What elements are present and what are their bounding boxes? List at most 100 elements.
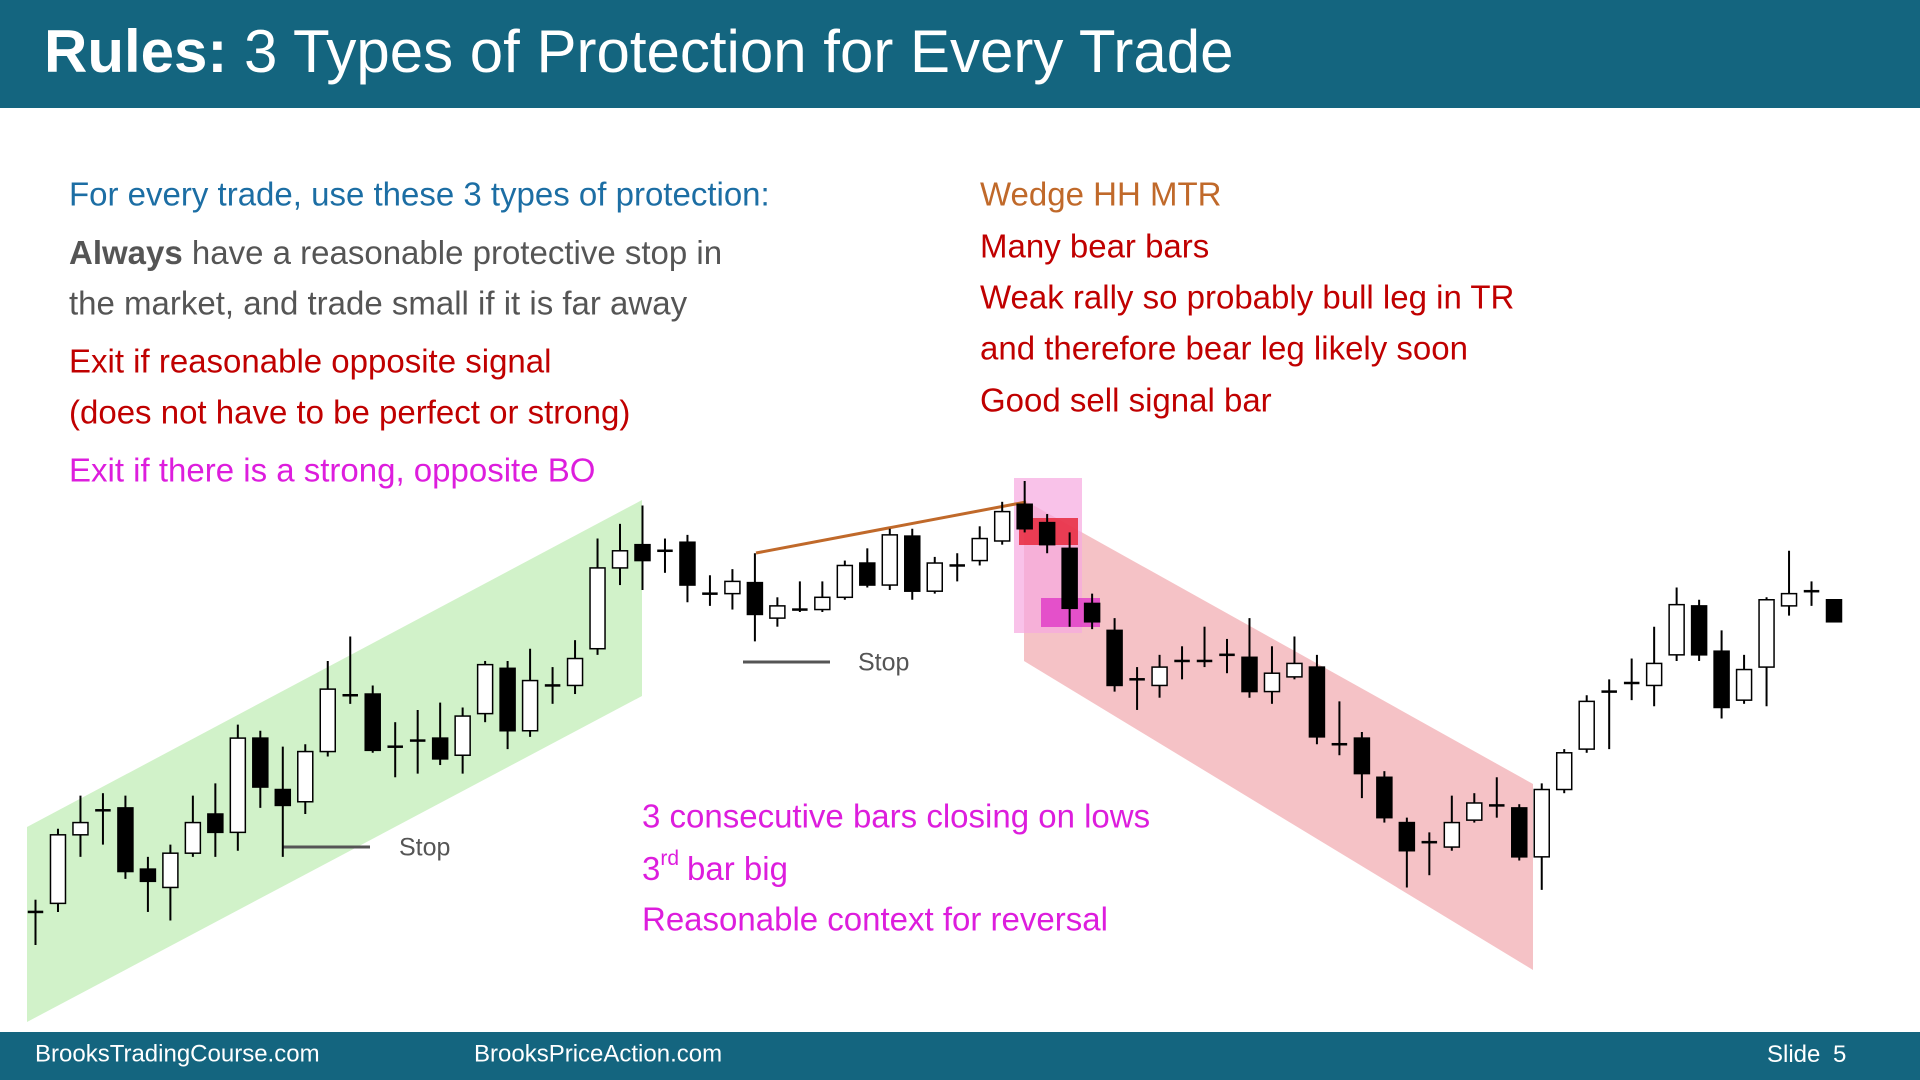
candle-body (1083, 602, 1101, 623)
candle-body (1489, 804, 1505, 807)
candle-body (1668, 603, 1685, 656)
note-line: the market, and trade small if it is far… (69, 285, 688, 322)
candle-body (1263, 672, 1281, 693)
footer-link: BrooksPriceAction.com (474, 1040, 722, 1067)
slide-num: 5 (1833, 1041, 1846, 1068)
candle-body (1803, 589, 1820, 593)
title-rest: 3 Types of Protection for Every Trade (244, 18, 1233, 85)
candle-body (95, 809, 111, 812)
candle-body (1241, 656, 1258, 693)
candle-body (229, 737, 247, 834)
candle-body (702, 592, 718, 595)
candle-body (544, 684, 561, 687)
candle-body (27, 910, 44, 914)
candle-body (162, 852, 179, 889)
candle-body (1129, 678, 1145, 681)
candle-body (409, 739, 426, 742)
candle-body (364, 693, 381, 752)
candle-body (1623, 681, 1640, 685)
note-line: 3 consecutive bars closing on lows (642, 798, 1150, 835)
candle-body (49, 834, 67, 905)
candle-body (1601, 690, 1617, 693)
candle-body (207, 813, 224, 834)
candle-body (1578, 700, 1595, 750)
candle-body (949, 564, 965, 567)
note-line: 3rd bar big (642, 847, 788, 887)
candle-body (454, 715, 471, 756)
candle-body (881, 534, 899, 586)
candle-body (1555, 752, 1573, 791)
candle-body (1713, 650, 1730, 709)
candle-body (634, 543, 651, 562)
slide-label: Slide (1767, 1041, 1820, 1068)
wedge-line (755, 500, 1027, 555)
candle-body (836, 564, 854, 599)
candle-body (1061, 547, 1078, 610)
candle-body (566, 657, 584, 687)
slide-number: Slide 5 (1767, 1041, 1846, 1068)
candle-body (611, 550, 629, 569)
candle-body (1398, 821, 1416, 852)
candle-body (1421, 840, 1438, 844)
footer-bar (0, 1032, 1920, 1080)
candle-body (1016, 503, 1033, 530)
candle-body (184, 821, 202, 854)
candle-body (589, 567, 606, 650)
candle-body (1511, 807, 1528, 858)
note-line: Reasonable context for reversal (642, 901, 1108, 938)
note-line: Always have a reasonable protective stop… (69, 234, 722, 271)
candle-body (1780, 592, 1798, 607)
title-bold: Rules: (44, 18, 227, 85)
candle-body (476, 663, 494, 715)
note-line: Exit if reasonable opposite signal (69, 343, 551, 380)
candle-body (859, 562, 876, 586)
candle-body (746, 581, 764, 616)
candle-body (1308, 666, 1326, 738)
candle-body (993, 510, 1011, 542)
bull-channel (27, 500, 642, 1022)
stop-label: Stop (858, 649, 909, 677)
note-line: Many bear bars (980, 228, 1209, 265)
note-text: bar big (687, 850, 788, 887)
candle-body (904, 535, 921, 592)
candle-body (1353, 737, 1371, 775)
candle-body (724, 580, 741, 595)
note-line: (does not have to be perfect or strong) (69, 394, 630, 431)
candle-body (1443, 821, 1461, 848)
note-bold: Always (69, 234, 183, 271)
notes-heading: For every trade, use these 3 types of pr… (69, 176, 770, 213)
candle-body (1219, 653, 1235, 657)
candle-body (117, 807, 134, 873)
candle-body (1286, 662, 1303, 678)
note-line: Good sell signal bar (980, 382, 1272, 419)
candle-body (342, 693, 358, 697)
candle-body (679, 541, 696, 586)
candle-body (1758, 599, 1775, 668)
candle-body (1645, 662, 1663, 687)
header-bar (0, 0, 1920, 108)
candle-body (499, 667, 516, 732)
candle-body (1331, 742, 1348, 746)
candle-body (1038, 521, 1056, 546)
candle-body (297, 750, 314, 803)
note-line: and therefore bear leg likely soon (980, 330, 1468, 367)
note-line: Exit if there is a strong, opposite BO (69, 452, 595, 489)
candle-body (1690, 605, 1708, 656)
setup-label: Wedge HH MTR (980, 176, 1221, 213)
note-superscript: rd (660, 847, 679, 870)
candle-body (72, 821, 89, 836)
candle-body (1151, 666, 1168, 687)
candle-body (274, 788, 292, 807)
stop-label: Stop (399, 834, 450, 862)
candle-body (1735, 668, 1753, 701)
candle-body (387, 745, 403, 748)
footer-link: BrooksTradingCourse.com (35, 1040, 320, 1067)
candle-body (814, 596, 831, 611)
candle-body (1466, 802, 1483, 821)
candle-body (1825, 599, 1843, 623)
candle-body (1174, 659, 1190, 663)
candle-body (1196, 659, 1213, 663)
slide-title: Rules: 3 Types of Protection for Every T… (44, 18, 1233, 85)
candle-body (1106, 629, 1123, 687)
